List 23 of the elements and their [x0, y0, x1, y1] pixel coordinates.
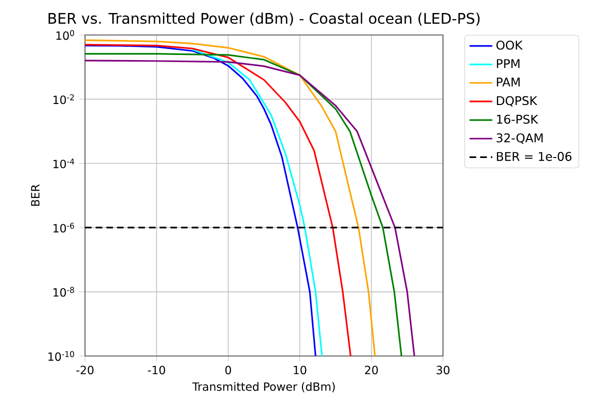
- y-tick-label: 10$^{-10}$: [48, 351, 74, 361]
- x-tick-label: 10: [294, 366, 306, 374]
- chart-title: BER vs. Transmitted Power (dBm) - Coastal ocean (LED-PS): [48, 12, 480, 26]
- legend-label: BER = 1e-06: [496, 152, 572, 161]
- y-tick-label: 10$^{-2}$: [54, 94, 74, 104]
- legend-label: OOK: [496, 40, 523, 50]
- legend-label: DQPSK: [496, 96, 538, 107]
- x-axis-title: Transmitted Power (dBm): [192, 382, 335, 392]
- x-tick-label: 30: [436, 366, 450, 374]
- legend-label: 16-PSK: [497, 114, 538, 124]
- legend-label: 32-QAM: [496, 133, 543, 144]
- x-tick-label: -10: [148, 366, 166, 374]
- y-tick-label: 10$^{-4}$: [54, 158, 74, 168]
- y-axis-title: BER: [31, 184, 40, 206]
- y-tick-label: 10$^{0}$: [56, 30, 74, 40]
- x-tick-label: 20: [365, 366, 378, 374]
- y-tick-label: 10$^{-8}$: [54, 286, 74, 297]
- legend-label: PAM: [496, 78, 520, 86]
- line-series: [192, 48, 323, 356]
- legend-label: PPM: [496, 59, 520, 68]
- x-tick-label: -20: [76, 366, 94, 374]
- x-tick-label: 0: [225, 366, 232, 374]
- y-tick-label: 10$^{-6}$: [54, 222, 74, 233]
